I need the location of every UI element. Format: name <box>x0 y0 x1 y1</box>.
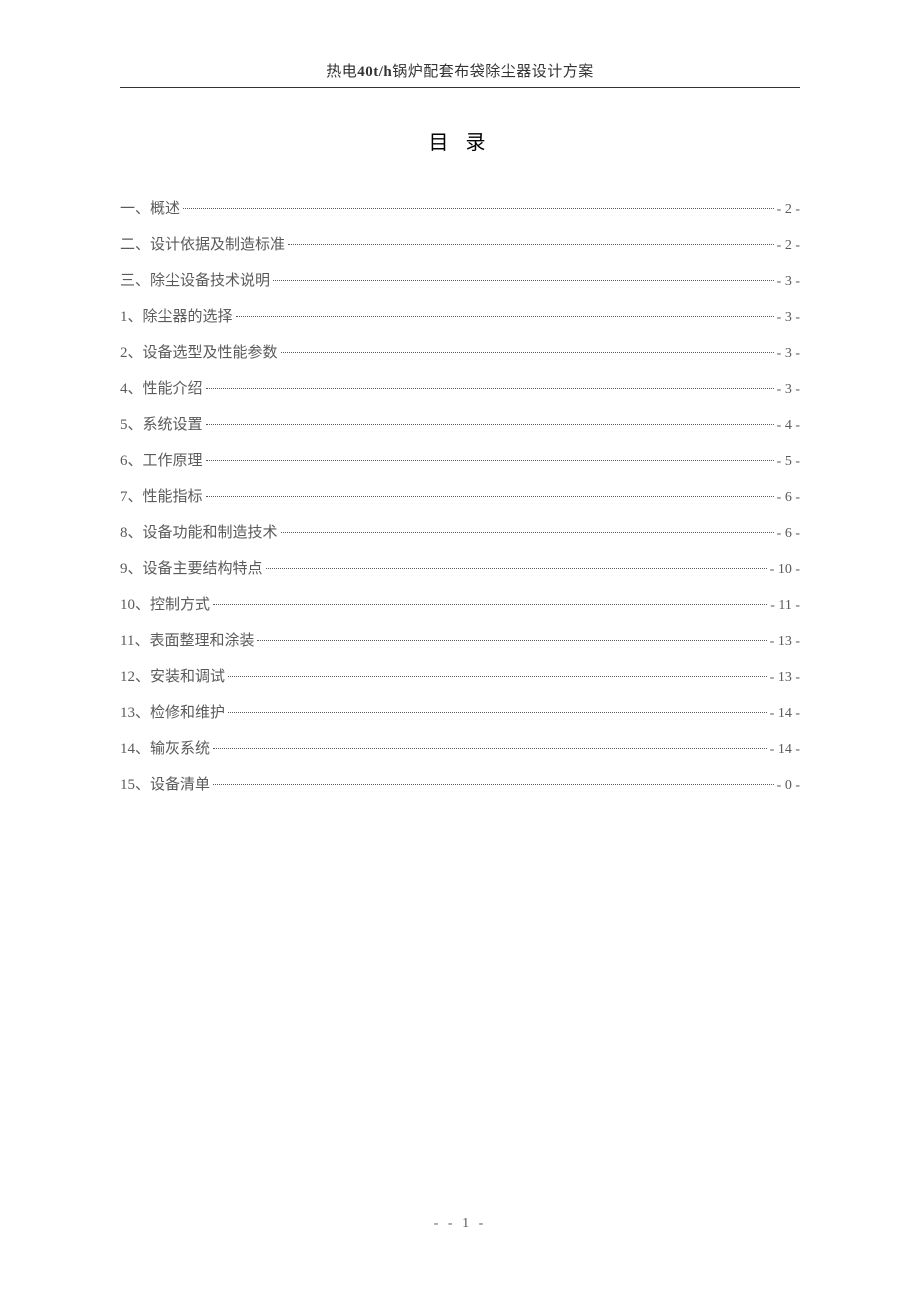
toc-item: 15、设备清单 - 0 - <box>120 773 800 794</box>
toc-item-label: 5、系统设置 <box>120 413 203 434</box>
toc-dots <box>213 748 767 749</box>
header-bold: 40t/h <box>357 64 392 80</box>
toc-item: 13、检修和维护 - 14 - <box>120 701 800 722</box>
toc-dots <box>281 532 774 533</box>
toc-item-page: - 6 - <box>777 490 800 506</box>
toc-item-label: 10、控制方式 <box>120 593 210 614</box>
toc-item: 一、概述 - 2 - <box>120 197 800 218</box>
toc-dots <box>228 676 767 677</box>
toc-dots <box>257 640 766 641</box>
page-header: 热电40t/h锅炉配套布袋除尘器设计方案 <box>120 60 800 88</box>
toc-dots <box>236 316 774 317</box>
toc-item-label: 13、检修和维护 <box>120 701 225 722</box>
toc-item: 14、输灰系统 - 14 - <box>120 737 800 758</box>
toc-dots <box>228 712 767 713</box>
toc-dots <box>213 784 774 785</box>
toc-item: 4、性能介绍 - 3 - <box>120 377 800 398</box>
toc-item-page: - 10 - <box>770 562 800 578</box>
toc-item-page: - 6 - <box>777 526 800 542</box>
toc-item-page: - 3 - <box>777 310 800 326</box>
toc-item: 8、设备功能和制造技术 - 6 - <box>120 521 800 542</box>
toc-dots <box>213 604 767 605</box>
toc-item-label: 12、安装和调试 <box>120 665 225 686</box>
toc-item: 11、表面整理和涂装 - 13 - <box>120 629 800 650</box>
toc-dots <box>206 460 774 461</box>
header-prefix: 热电 <box>326 64 357 80</box>
toc-item-label: 4、性能介绍 <box>120 377 203 398</box>
toc-item-page: - 3 - <box>777 382 800 398</box>
toc-item-page: - 14 - <box>770 706 800 722</box>
toc-item: 7、性能指标 - 6 - <box>120 485 800 506</box>
toc-dots <box>266 568 767 569</box>
toc-item: 12、安装和调试 - 13 - <box>120 665 800 686</box>
toc-dots <box>183 208 774 209</box>
toc-item: 5、系统设置 - 4 - <box>120 413 800 434</box>
toc-item-label: 一、概述 <box>120 197 180 218</box>
toc-item-page: - 2 - <box>777 202 800 218</box>
toc-dots <box>206 496 774 497</box>
toc-item-label: 9、设备主要结构特点 <box>120 557 263 578</box>
toc-item: 2、设备选型及性能参数 - 3 - <box>120 341 800 362</box>
toc-item-label: 二、设计依据及制造标准 <box>120 233 285 254</box>
toc-dots <box>206 424 774 425</box>
toc-item-page: - 14 - <box>770 742 800 758</box>
toc-item-page: - 11 - <box>770 598 800 614</box>
toc-item-page: - 3 - <box>777 346 800 362</box>
toc-item-label: 7、性能指标 <box>120 485 203 506</box>
page-number: - - 1 - <box>0 1216 920 1232</box>
toc-item: 二、设计依据及制造标准 - 2 - <box>120 233 800 254</box>
toc-item-label: 2、设备选型及性能参数 <box>120 341 278 362</box>
toc-item: 6、工作原理 - 5 - <box>120 449 800 470</box>
toc-item-page: - 5 - <box>777 454 800 470</box>
toc-list: 一、概述 - 2 - 二、设计依据及制造标准 - 2 - 三、除尘设备技术说明 … <box>120 197 800 794</box>
toc-item-page: - 3 - <box>777 274 800 290</box>
toc-item-label: 15、设备清单 <box>120 773 210 794</box>
toc-item-label: 1、除尘器的选择 <box>120 305 233 326</box>
toc-item-page: - 4 - <box>777 418 800 434</box>
toc-dots <box>273 280 774 281</box>
toc-dots <box>281 352 774 353</box>
toc-item-page: - 0 - <box>777 778 800 794</box>
toc-dots <box>288 244 774 245</box>
toc-item-label: 三、除尘设备技术说明 <box>120 269 270 290</box>
toc-dots <box>206 388 774 389</box>
document-page: 热电40t/h锅炉配套布袋除尘器设计方案 目 录 一、概述 - 2 - 二、设计… <box>0 0 920 794</box>
toc-item-page: - 13 - <box>770 634 800 650</box>
toc-item: 10、控制方式 - 11 - <box>120 593 800 614</box>
toc-title: 目 录 <box>120 126 800 155</box>
toc-item: 1、除尘器的选择 - 3 - <box>120 305 800 326</box>
header-suffix: 锅炉配套布袋除尘器设计方案 <box>392 64 594 80</box>
toc-item: 三、除尘设备技术说明 - 3 - <box>120 269 800 290</box>
toc-item-label: 8、设备功能和制造技术 <box>120 521 278 542</box>
toc-item: 9、设备主要结构特点 - 10 - <box>120 557 800 578</box>
toc-item-page: - 13 - <box>770 670 800 686</box>
toc-item-label: 6、工作原理 <box>120 449 203 470</box>
toc-item-label: 14、输灰系统 <box>120 737 210 758</box>
toc-item-label: 11、表面整理和涂装 <box>120 629 254 650</box>
toc-item-page: - 2 - <box>777 238 800 254</box>
